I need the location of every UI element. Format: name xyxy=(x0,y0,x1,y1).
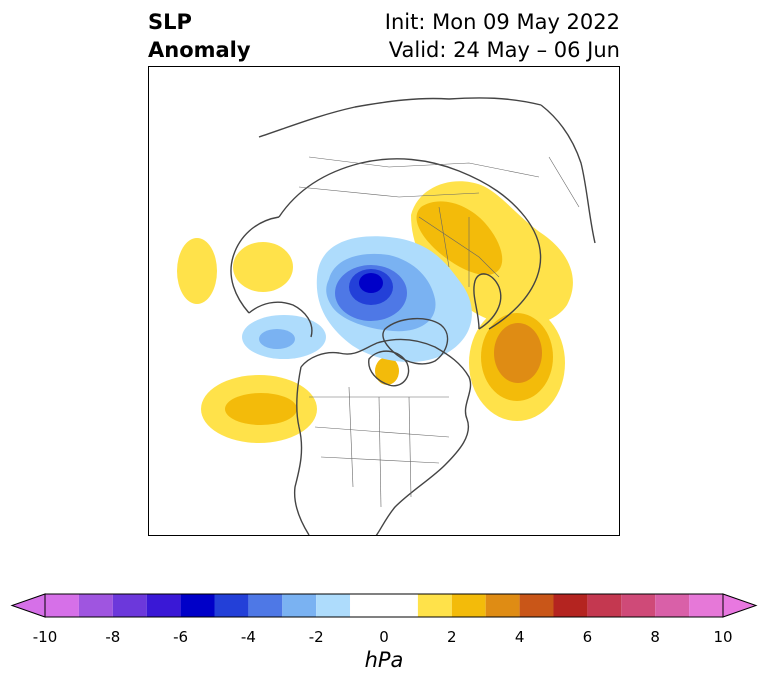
anomaly-contour xyxy=(359,273,383,293)
colorbar-segment xyxy=(248,594,283,617)
colorbar-segment xyxy=(485,594,520,617)
valid-range: Valid: 24 May – 06 Jun xyxy=(388,38,620,62)
colorbar-tick-label: -4 xyxy=(240,628,256,646)
colorbar-segment xyxy=(316,594,351,617)
colorbar-extend-low xyxy=(10,593,46,618)
colorbar-segment xyxy=(553,594,588,617)
colorbar-tick-label: 8 xyxy=(650,628,660,646)
colorbar-extend-high xyxy=(722,593,758,618)
colorbar-segment xyxy=(45,594,79,617)
colorbar-segment xyxy=(180,594,215,617)
colorbar-segment xyxy=(214,594,249,617)
colorbar xyxy=(10,593,758,618)
colorbar-tick-label: 4 xyxy=(514,628,525,646)
colorbar-segment xyxy=(282,594,317,617)
colorbar-tick-label: -10 xyxy=(32,628,58,646)
colorbar-segments xyxy=(10,593,758,618)
colorbar-segment xyxy=(350,594,418,617)
colorbar-tick-label: -6 xyxy=(173,628,189,646)
anomaly-contour xyxy=(233,242,293,292)
coastlines xyxy=(230,97,596,535)
colorbar-segment xyxy=(146,594,181,617)
colorbar-tick-label: 6 xyxy=(582,628,593,646)
anomaly-contour xyxy=(375,357,399,385)
title-line-1: SLP xyxy=(148,10,192,34)
colorbar-segment xyxy=(655,594,690,617)
map-canvas xyxy=(177,97,596,535)
init-date: Init: Mon 09 May 2022 xyxy=(384,10,620,34)
colorbar-segment xyxy=(112,594,147,617)
colorbar-segment xyxy=(689,594,723,617)
colorbar-unit: hPa xyxy=(364,648,404,672)
colorbar-tick-label: 10 xyxy=(713,628,733,646)
colorbar-tick-label: -2 xyxy=(308,628,324,646)
chart-title: SLP Anomaly xyxy=(148,8,251,64)
anomaly-field xyxy=(177,181,573,443)
map-panel xyxy=(148,66,620,536)
anomaly-contour xyxy=(494,323,542,383)
title-line-2: Anomaly xyxy=(148,38,251,62)
forecast-dates: Init: Mon 09 May 2022 Valid: 24 May – 06… xyxy=(385,8,620,64)
colorbar-segment xyxy=(519,594,554,617)
colorbar-segment xyxy=(78,594,113,617)
colorbar-segment xyxy=(621,594,656,617)
colorbar-segment xyxy=(587,594,622,617)
anomaly-contour xyxy=(177,238,217,304)
colorbar-tick-label: -8 xyxy=(105,628,121,646)
colorbar-frame xyxy=(44,593,724,618)
anomaly-contour xyxy=(416,201,503,275)
colorbar-tick-label: 2 xyxy=(447,628,457,646)
colorbar-segment xyxy=(451,594,486,617)
anomaly-contour xyxy=(259,329,295,349)
colorbar-tick-label: 0 xyxy=(379,628,389,646)
country-borders xyxy=(298,156,580,508)
anomaly-contour xyxy=(225,393,297,425)
colorbar-segment xyxy=(417,594,452,617)
